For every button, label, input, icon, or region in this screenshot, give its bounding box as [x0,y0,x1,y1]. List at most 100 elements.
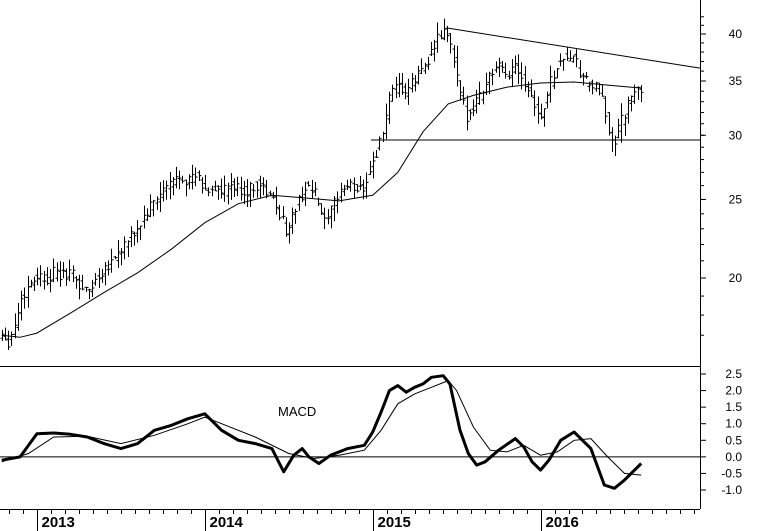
price-bar [600,84,605,97]
price-bar [574,49,579,68]
right-axis: 40 35 30 25 20 2.5 2.0 1.5 1.0 0.5 0.0 -0.5 -1.0 [700,0,742,509]
price-bar [161,180,166,202]
price-bar [548,65,553,103]
price-bar [93,273,98,286]
price-bar [477,81,482,105]
price-bar [3,327,8,341]
macd-axis-ticks: 2.5 2.0 1.5 1.0 0.5 0.0 -0.5 -1.0 [700,367,742,497]
price-bar [184,179,189,197]
price-bar [235,176,240,197]
price-tick-label: 25 [729,192,743,206]
bottom-axis: 2013 2014 2015 2016 [0,509,700,531]
time-axis-ticks: 2013 2014 2015 2016 [9,509,695,531]
price-bar [268,190,273,196]
price-bar [455,45,460,87]
price-bar [35,267,40,286]
price-bar [603,96,608,124]
price-bar [419,58,424,75]
price-bar [203,174,208,191]
trendlines [370,27,701,141]
price-bar [345,179,350,190]
price-bar [578,60,583,79]
price-bar [281,206,286,220]
price-bar [358,176,363,191]
price-bar [261,177,266,196]
price-bar [174,166,179,189]
price-bar [536,96,541,124]
price-bar [22,287,27,309]
price-bar [229,173,234,200]
price-tick-label: 30 [729,128,743,142]
price-bar [242,180,247,205]
price-bar [180,175,185,184]
price-bar [13,313,18,339]
price-bar [290,207,295,234]
price-bar [274,186,279,215]
price-bar [74,276,79,289]
price-bar [335,191,340,214]
price-bar [42,270,47,290]
price-bar [423,62,428,75]
price-bar [58,261,63,287]
descending-resistance-trendline [446,27,701,69]
price-bar [97,268,102,288]
price-bar [361,179,366,200]
price-bar [532,90,537,117]
price-bar [106,260,111,276]
price-bar [293,208,298,224]
price-bar [232,178,237,198]
price-bar [119,247,124,266]
price-bar [87,288,92,300]
price-bar [71,265,76,283]
price-bar [629,95,634,112]
price-bar [164,180,169,200]
price-bar [90,279,95,298]
price-bar [239,176,244,201]
price-bar [113,256,118,260]
year-label: 2013 [42,514,75,531]
price-bar [245,179,250,208]
year-label: 2014 [210,514,244,531]
macd-tick-label: 1.5 [725,400,742,414]
price-bar [403,83,408,100]
price-bar [80,274,85,291]
price-bar [9,331,14,347]
price-bar [339,182,344,203]
price-bar [452,45,457,68]
price-bar [413,74,418,92]
price-bar [187,174,192,190]
price-bar [410,73,415,93]
price-bar [29,279,34,288]
price-bar [213,180,218,192]
price-bar [319,203,324,216]
price-bar [151,200,156,217]
price-bar [626,96,631,124]
price-bar [374,150,379,159]
price-bar [571,55,576,63]
price-bar [390,84,395,102]
price-bar [313,182,318,197]
price-bar [6,330,11,350]
price-bar [497,57,502,78]
price-bar [468,109,473,121]
price-bar [190,164,195,190]
price-bar [507,70,512,80]
macd-line [1,374,643,490]
price-bar [458,80,463,101]
price-bar [226,182,231,205]
price-bar [32,276,37,291]
price-bar [545,91,550,109]
price-bar [619,103,624,143]
price-bar [426,56,431,70]
price-bar [193,167,198,187]
price-ohlc-bars [0,18,644,350]
price-bar [555,68,560,79]
price-bar [122,236,127,260]
price-bar [168,172,173,200]
price-bar [510,59,515,88]
price-bar [219,178,224,199]
price-bar [387,91,392,124]
price-bar [248,181,253,208]
macd-tick-label: 0.5 [725,433,742,447]
price-bar [197,170,202,181]
